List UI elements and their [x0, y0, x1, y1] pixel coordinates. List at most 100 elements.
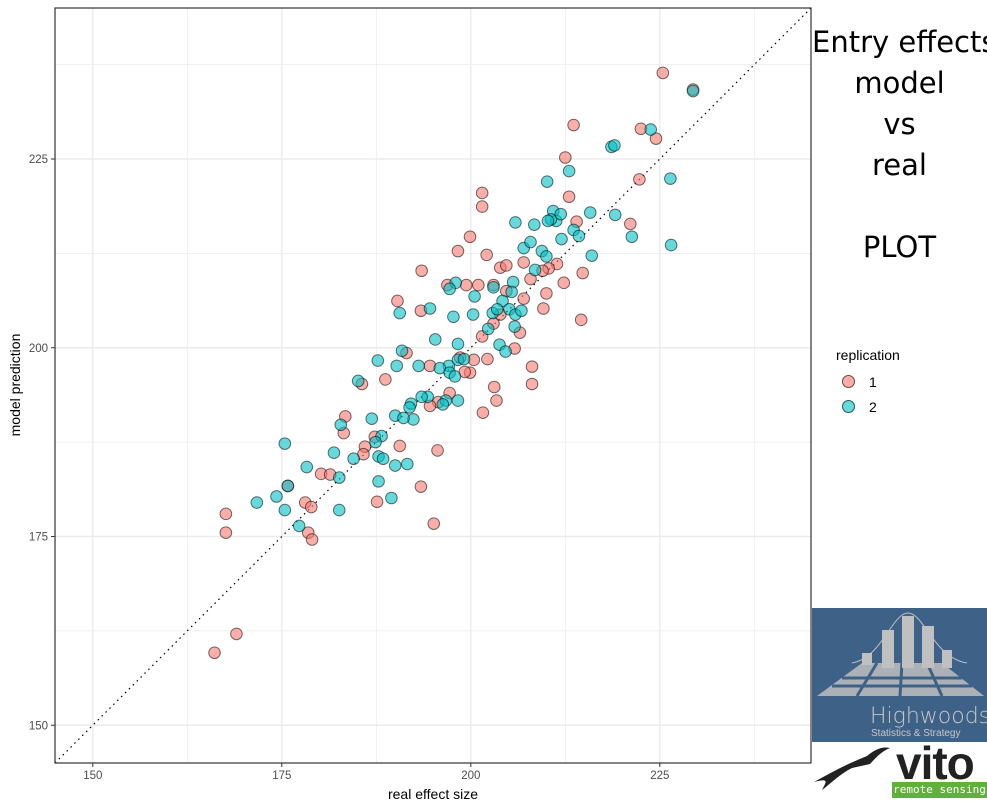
vito-logo: vito remote sensing	[812, 737, 987, 804]
point-replication-2	[625, 230, 639, 244]
x-tick-label: 175	[272, 770, 291, 782]
point-replication-2	[528, 218, 541, 231]
point-replication-2	[334, 418, 348, 432]
point-replication-1	[463, 230, 477, 244]
point-replication-2	[540, 175, 554, 188]
point-replication-2	[608, 139, 621, 152]
point-replication-2	[585, 249, 599, 262]
x-tick-label: 200	[461, 770, 480, 782]
point-replication-2	[524, 235, 537, 249]
point-replication-1	[633, 173, 646, 186]
point-replication-2	[270, 490, 283, 503]
point-replication-2	[403, 401, 416, 414]
point-replication-2	[509, 216, 522, 229]
point-replication-2	[490, 302, 504, 316]
point-replication-2	[508, 320, 521, 333]
point-replication-2	[376, 452, 390, 466]
point-replication-1	[576, 266, 589, 280]
point-replication-2	[423, 302, 437, 315]
point-replication-2	[664, 172, 677, 185]
point-replication-2	[412, 359, 425, 373]
point-replication-1	[431, 444, 444, 457]
point-replication-1	[393, 439, 407, 453]
point-replication-2	[385, 491, 398, 505]
point-replication-2	[664, 238, 678, 252]
point-replication-1	[490, 394, 503, 407]
point-replication-2	[250, 496, 264, 509]
point-replication-2	[436, 398, 450, 411]
point-replication-2	[397, 411, 410, 425]
point-replication-1	[304, 500, 318, 514]
point-replication-1	[414, 480, 428, 493]
legend-title: replication	[836, 347, 900, 363]
point-replication-2	[400, 457, 414, 471]
point-replication-1	[525, 360, 539, 373]
point-replication-2	[281, 479, 295, 493]
x-axis-title: real effect size	[388, 786, 478, 802]
point-replication-1	[500, 259, 513, 272]
point-replication-1	[459, 278, 473, 292]
vito-tagline: remote sensing	[892, 782, 987, 798]
panel-border	[54, 7, 812, 764]
point-replication-1	[230, 627, 243, 641]
highwoods-tagline: Statistics & Strategy	[871, 728, 961, 739]
legend-label-2: 2	[869, 398, 877, 415]
point-replication-1	[517, 256, 531, 269]
point-replication-1	[219, 507, 233, 521]
x-tick-label: 150	[83, 770, 102, 782]
point-replication-1	[391, 294, 404, 308]
point-replication-1	[567, 118, 580, 132]
legend-key-1	[842, 375, 855, 388]
point-replication-1	[475, 186, 489, 200]
point-replication-1	[537, 302, 550, 315]
point-replication-2	[466, 308, 480, 321]
point-replication-1	[574, 313, 588, 327]
point-replication-1	[480, 248, 493, 262]
legend-item-1: 1	[836, 369, 900, 394]
point-replication-2	[448, 370, 462, 383]
point-replication-2	[505, 285, 518, 299]
point-replication-2	[528, 263, 542, 277]
y-tick-label: 200	[29, 343, 48, 355]
point-replication-2	[562, 164, 576, 178]
point-replication-1	[540, 287, 553, 300]
vito-bird-icon	[814, 747, 890, 790]
point-replication-1	[656, 66, 670, 80]
point-replication-2	[300, 460, 314, 474]
point-replication-1	[517, 292, 531, 305]
point-replication-1	[305, 533, 319, 546]
highwoods-logo: Highwoods Statistics & Strategy	[812, 608, 987, 742]
point-replication-2	[332, 503, 346, 517]
point-replication-1	[415, 264, 428, 278]
points	[208, 66, 700, 660]
point-replication-2	[447, 310, 460, 324]
point-replication-2	[388, 459, 402, 472]
y-tick-label: 225	[29, 154, 48, 166]
vito-name: vito	[896, 737, 975, 789]
y-tick-label: 175	[29, 532, 48, 544]
point-replication-1	[476, 406, 490, 419]
point-replication-1	[487, 380, 501, 394]
point-replication-2	[278, 503, 292, 517]
point-replication-2	[347, 452, 360, 466]
axis-ticks: 150 175 200 225 150 175 200 225	[29, 154, 670, 782]
point-replication-1	[451, 244, 465, 258]
point-replication-2	[351, 374, 365, 388]
point-replication-2	[451, 394, 465, 407]
point-replication-2	[415, 390, 428, 404]
point-replication-2	[644, 123, 658, 136]
point-replication-1	[475, 200, 489, 213]
point-replication-1	[379, 373, 392, 386]
point-replication-2	[468, 290, 481, 303]
point-replication-1	[557, 276, 571, 290]
point-replication-2	[686, 84, 700, 98]
point-replication-2	[371, 354, 385, 367]
point-replication-1	[427, 517, 441, 530]
point-replication-2	[583, 206, 597, 219]
point-replication-2	[541, 214, 555, 228]
point-replication-2	[457, 352, 471, 366]
point-replication-2	[292, 519, 306, 533]
point-replication-2	[395, 344, 409, 358]
point-replication-2	[332, 471, 346, 484]
